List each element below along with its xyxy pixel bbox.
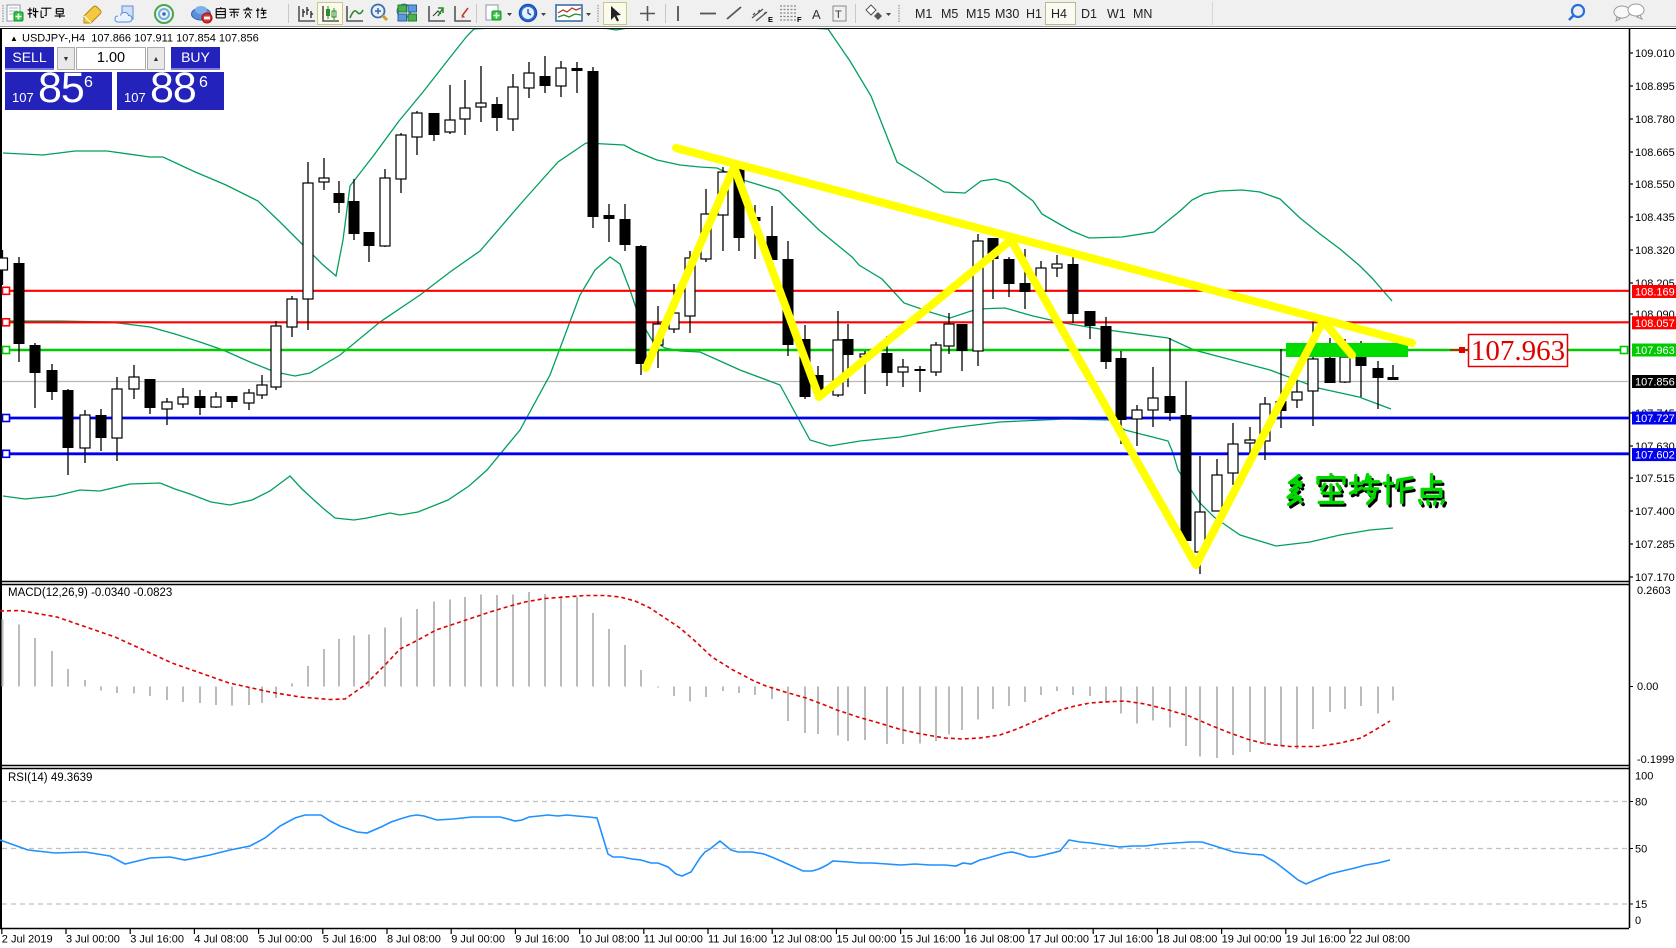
svg-text:H4: H4 [1051, 7, 1067, 21]
svg-text:H1: H1 [1026, 7, 1042, 21]
svg-text:10 Jul 08:00: 10 Jul 08:00 [580, 934, 640, 946]
svg-text:0: 0 [1635, 915, 1641, 927]
svg-text:USDJPY-,H4 107.866 107.911 10: USDJPY-,H4 107.866 107.911 107.854 107.8… [22, 33, 259, 45]
svg-text:108.550: 108.550 [1635, 179, 1675, 191]
svg-text:107.285: 107.285 [1635, 539, 1675, 551]
svg-text:RSI(14) 49.3639: RSI(14) 49.3639 [8, 772, 92, 784]
svg-text:5 Jul 16:00: 5 Jul 16:00 [323, 934, 377, 946]
svg-text:D1: D1 [1081, 7, 1097, 21]
svg-text:107.963: 107.963 [1635, 345, 1675, 357]
svg-text:11 Jul 16:00: 11 Jul 16:00 [708, 934, 767, 946]
svg-text:107.727: 107.727 [1635, 413, 1675, 425]
svg-text:80: 80 [1635, 797, 1647, 809]
svg-text:A: A [812, 7, 821, 22]
svg-text:3 Jul 00:00: 3 Jul 00:00 [66, 934, 120, 946]
svg-text:9 Jul 16:00: 9 Jul 16:00 [515, 934, 569, 946]
svg-text:E: E [768, 15, 773, 24]
svg-text:18 Jul 08:00: 18 Jul 08:00 [1157, 934, 1217, 946]
svg-text:108.435: 108.435 [1635, 212, 1675, 224]
svg-text:107.856: 107.856 [1635, 377, 1675, 389]
svg-text:12 Jul 08:00: 12 Jul 08:00 [772, 934, 832, 946]
svg-text:▲: ▲ [10, 34, 18, 43]
svg-text:MACD(12,26,9) -0.0340 -0.0823: MACD(12,26,9) -0.0340 -0.0823 [8, 587, 172, 599]
svg-text:107.400: 107.400 [1635, 506, 1675, 518]
svg-text:107.963: 107.963 [1471, 335, 1565, 367]
svg-text:0.2603: 0.2603 [1637, 585, 1671, 597]
svg-text:107.602: 107.602 [1635, 450, 1675, 462]
svg-text:108.665: 108.665 [1635, 147, 1675, 159]
svg-text:M30: M30 [995, 7, 1019, 21]
svg-text:M5: M5 [941, 7, 958, 21]
svg-text:15 Jul 16:00: 15 Jul 16:00 [901, 934, 961, 946]
svg-text:W1: W1 [1107, 7, 1126, 21]
svg-text:16 Jul 08:00: 16 Jul 08:00 [965, 934, 1025, 946]
svg-text:5 Jul 00:00: 5 Jul 00:00 [259, 934, 313, 946]
svg-text:108.320: 108.320 [1635, 245, 1675, 257]
svg-text:9 Jul 00:00: 9 Jul 00:00 [451, 934, 505, 946]
svg-text:50: 50 [1635, 844, 1647, 856]
svg-text:15 Jul 00:00: 15 Jul 00:00 [836, 934, 896, 946]
svg-text:19 Jul 16:00: 19 Jul 16:00 [1286, 934, 1346, 946]
svg-text:-0.1999: -0.1999 [1637, 754, 1674, 766]
svg-text:17 Jul 16:00: 17 Jul 16:00 [1093, 934, 1153, 946]
svg-text:M15: M15 [966, 7, 990, 21]
svg-text:3 Jul 16:00: 3 Jul 16:00 [130, 934, 184, 946]
svg-text:4 Jul 08:00: 4 Jul 08:00 [194, 934, 248, 946]
svg-text:17 Jul 00:00: 17 Jul 00:00 [1029, 934, 1089, 946]
svg-text:M1: M1 [915, 7, 932, 21]
svg-text:F: F [797, 15, 802, 24]
svg-text:19 Jul 00:00: 19 Jul 00:00 [1222, 934, 1282, 946]
svg-text:0.00: 0.00 [1637, 681, 1658, 693]
svg-text:2 Jul 2019: 2 Jul 2019 [2, 934, 53, 946]
svg-text:15: 15 [1635, 899, 1647, 911]
svg-text:8 Jul 08:00: 8 Jul 08:00 [387, 934, 441, 946]
svg-text:108.895: 108.895 [1635, 81, 1675, 93]
svg-text:107.515: 107.515 [1635, 473, 1675, 485]
svg-text:108.780: 108.780 [1635, 114, 1675, 126]
svg-text:11 Jul 00:00: 11 Jul 00:00 [644, 934, 703, 946]
svg-text:100: 100 [1635, 771, 1653, 783]
svg-text:22 Jul 08:00: 22 Jul 08:00 [1350, 934, 1410, 946]
svg-text:T: T [835, 9, 842, 21]
svg-text:107.170: 107.170 [1635, 572, 1675, 584]
svg-text:MN: MN [1133, 7, 1152, 21]
svg-text:108.169: 108.169 [1635, 287, 1675, 299]
svg-text:109.010: 109.010 [1635, 48, 1675, 60]
svg-text:108.057: 108.057 [1635, 318, 1675, 330]
